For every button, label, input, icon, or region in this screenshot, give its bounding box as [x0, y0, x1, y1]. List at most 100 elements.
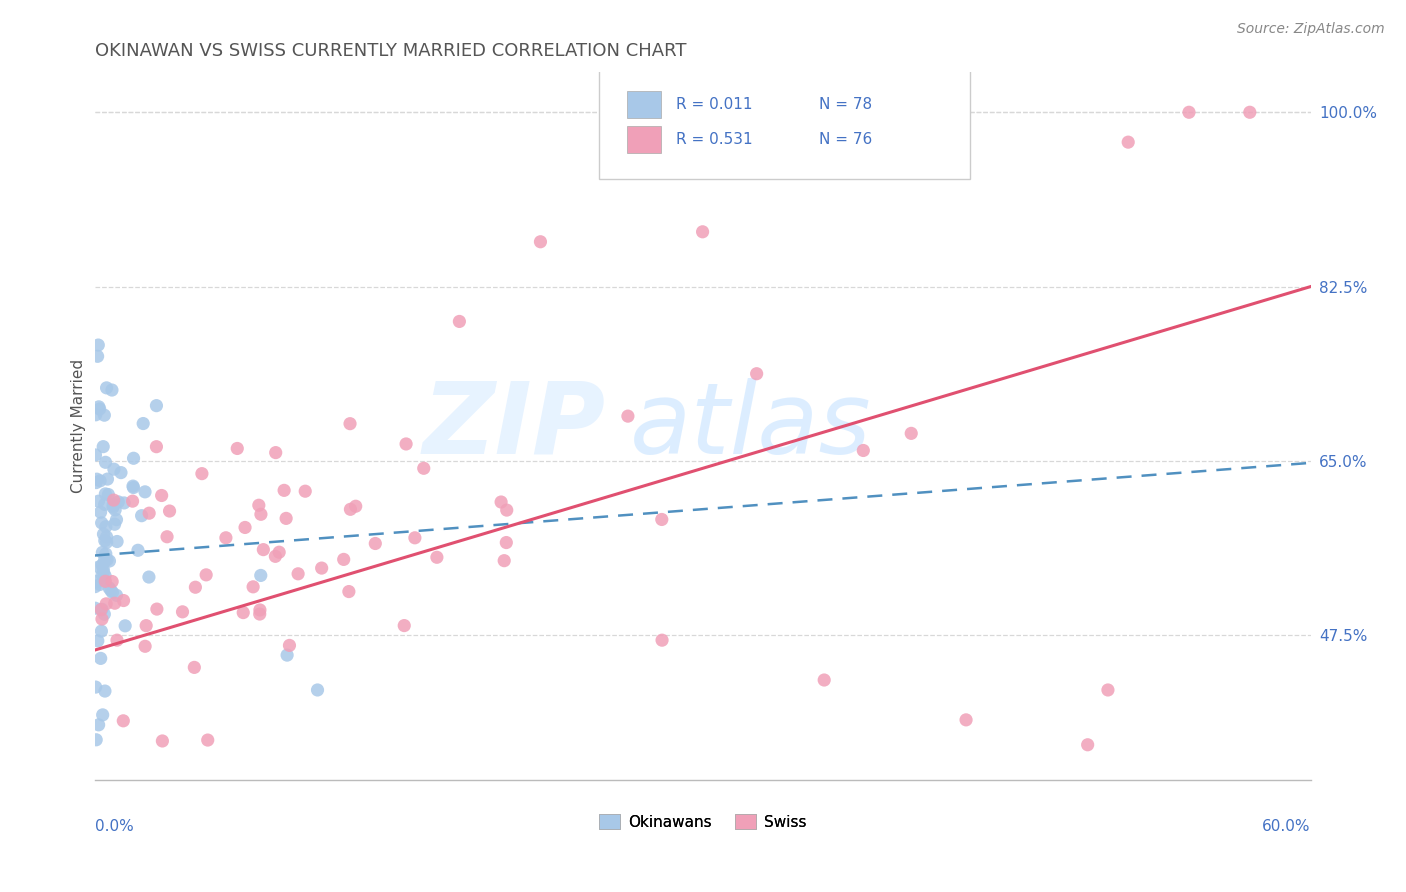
Point	[494, 554, 516, 568]
Point	[84, 732, 107, 747]
Point	[94, 684, 117, 698]
Point	[90, 651, 112, 665]
Point	[94, 519, 117, 533]
Text: N = 78: N = 78	[820, 96, 873, 112]
Point	[87, 633, 110, 648]
Point	[93, 553, 115, 567]
Point	[94, 487, 117, 501]
Point	[93, 607, 115, 622]
Point	[252, 542, 274, 557]
Point	[134, 484, 156, 499]
Point	[90, 505, 112, 519]
Point	[96, 552, 118, 566]
Point	[156, 530, 179, 544]
Point	[86, 349, 108, 363]
Point	[100, 583, 122, 598]
Point	[87, 494, 110, 508]
Point	[145, 440, 167, 454]
Point	[131, 508, 153, 523]
Point	[294, 484, 316, 499]
Point	[112, 593, 135, 607]
Point	[1178, 105, 1201, 120]
Text: R = 0.011: R = 0.011	[676, 96, 752, 112]
Point	[264, 549, 287, 564]
Point	[449, 314, 471, 328]
Point	[96, 535, 118, 549]
Point	[84, 448, 107, 462]
Point	[91, 568, 114, 582]
Point	[89, 474, 111, 488]
Point	[84, 580, 107, 594]
Point	[87, 338, 110, 352]
Point	[90, 624, 112, 639]
Point	[98, 554, 121, 568]
Point	[146, 602, 169, 616]
Point	[145, 399, 167, 413]
Text: 0.0%: 0.0%	[94, 819, 134, 833]
Point	[93, 566, 115, 580]
Point	[91, 612, 114, 626]
Point	[122, 481, 145, 495]
Point	[127, 543, 149, 558]
Point	[112, 496, 135, 510]
Point	[96, 597, 118, 611]
Point	[112, 714, 135, 728]
Point	[412, 461, 434, 475]
Point	[273, 483, 295, 498]
Point	[278, 639, 301, 653]
Point	[1239, 105, 1261, 120]
Point	[495, 503, 517, 517]
Point	[110, 466, 132, 480]
Point	[955, 713, 977, 727]
Legend: Okinawans, Swiss: Okinawans, Swiss	[593, 808, 813, 836]
Point	[94, 569, 117, 583]
Point	[249, 603, 271, 617]
Point	[172, 605, 194, 619]
Point	[91, 707, 114, 722]
Point	[122, 479, 145, 493]
Point	[394, 618, 416, 632]
Point	[183, 660, 205, 674]
Point	[1077, 738, 1099, 752]
Point	[184, 580, 207, 594]
Point	[96, 530, 118, 544]
Point	[104, 517, 127, 532]
Point	[249, 607, 271, 621]
Point	[87, 400, 110, 414]
Point	[307, 683, 329, 698]
Point	[97, 487, 120, 501]
Point	[114, 619, 136, 633]
Point	[264, 445, 287, 459]
FancyBboxPatch shape	[627, 126, 661, 153]
Point	[311, 561, 333, 575]
Point	[617, 409, 640, 424]
Point	[132, 417, 155, 431]
Point	[104, 503, 127, 517]
Point	[86, 472, 108, 486]
Point	[105, 633, 128, 648]
Point	[91, 562, 114, 576]
FancyBboxPatch shape	[627, 91, 661, 118]
Point	[122, 451, 145, 466]
Point	[84, 680, 107, 694]
Point	[101, 383, 124, 397]
Point	[84, 475, 107, 490]
Point	[94, 533, 117, 548]
Point	[90, 516, 112, 530]
Point	[134, 640, 156, 654]
Point	[250, 508, 273, 522]
Point	[191, 467, 214, 481]
Point	[101, 574, 124, 589]
Point	[159, 504, 181, 518]
Point	[104, 596, 127, 610]
Point	[96, 381, 118, 395]
Point	[489, 495, 512, 509]
Point	[395, 437, 418, 451]
Point	[138, 506, 160, 520]
Point	[852, 443, 875, 458]
Point	[96, 472, 118, 486]
Point	[91, 545, 114, 559]
Point	[364, 536, 387, 550]
Point	[651, 512, 673, 526]
Point	[287, 566, 309, 581]
